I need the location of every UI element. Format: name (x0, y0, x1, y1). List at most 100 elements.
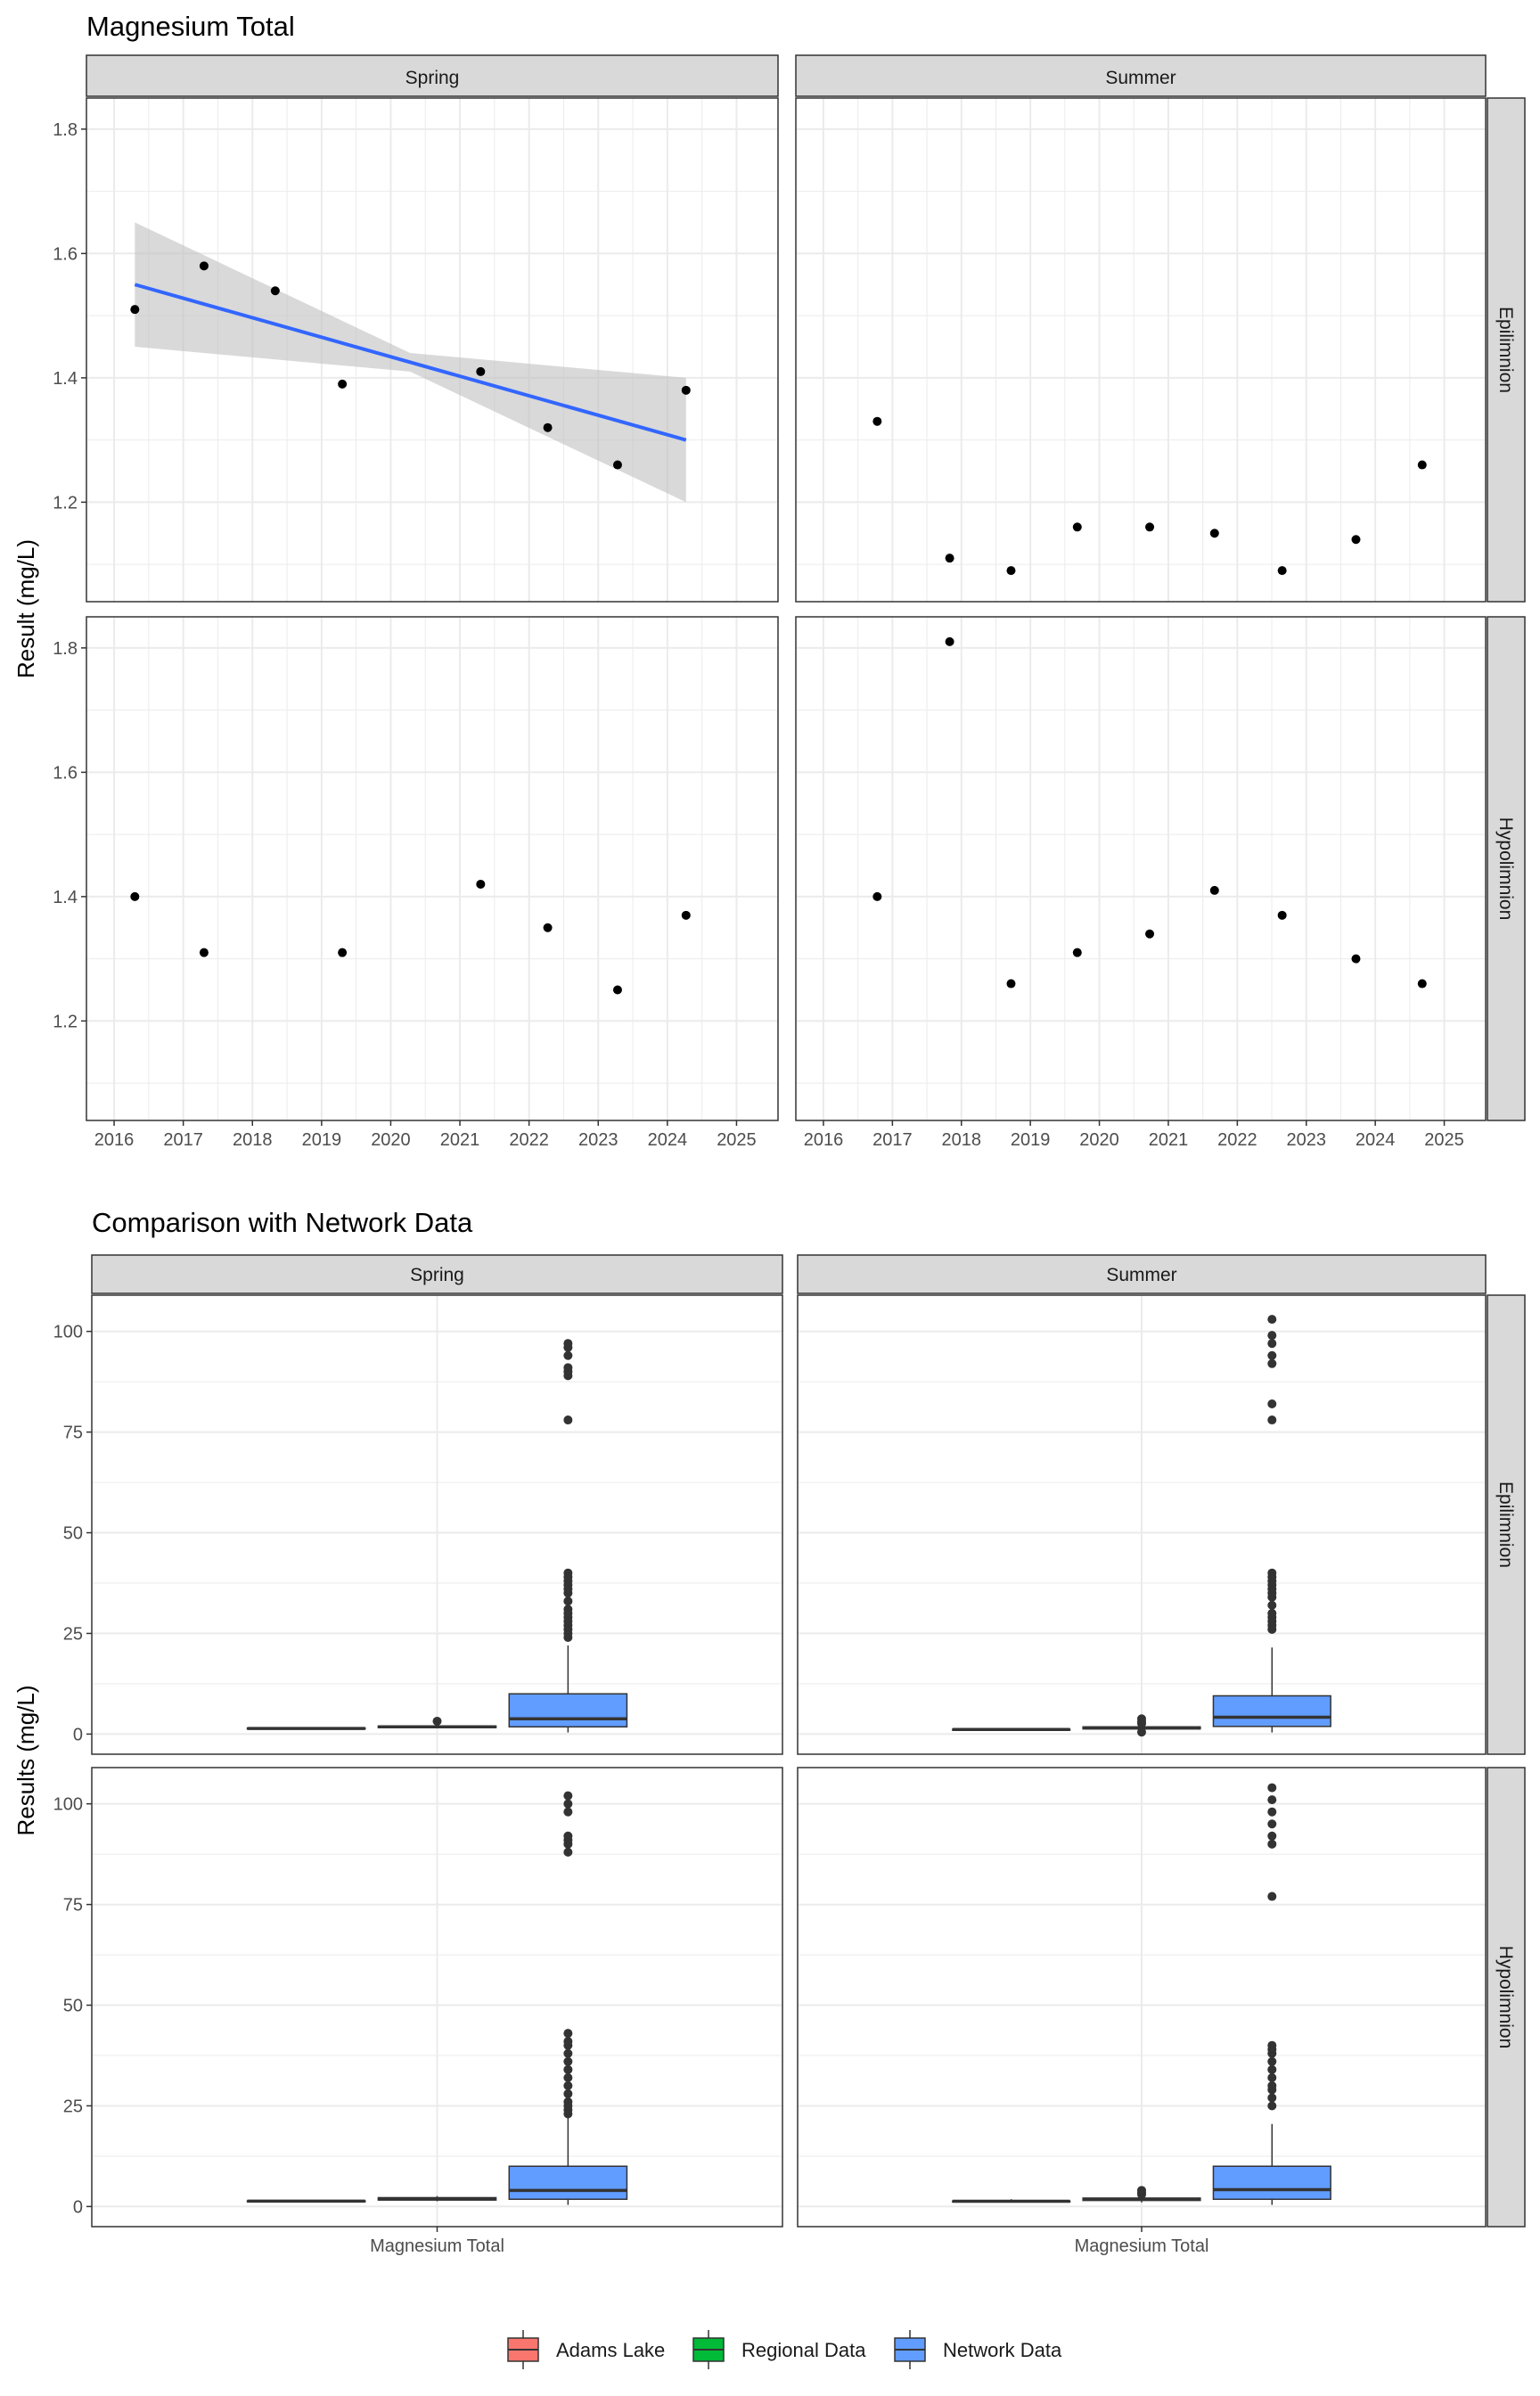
chart2-outlier-point (563, 1568, 573, 1578)
chart1-y-tick-label: 1.6 (53, 763, 78, 783)
chart2-outlier-point (1267, 1568, 1277, 1578)
chart1-data-point (1145, 522, 1155, 532)
chart1-x-tick-label: 2024 (648, 1130, 688, 1150)
chart2-outlier-point (563, 1807, 573, 1817)
chart2-row-strip (1487, 1767, 1526, 2228)
chart2-outlier-point (1267, 1415, 1277, 1425)
chart2-y-axis-label: Results (mg/L) (12, 1685, 39, 1835)
chart1-data-point (1209, 529, 1219, 538)
chart2-col-strip (797, 1254, 1487, 1294)
chart2-outlier-point (1137, 2186, 1146, 2195)
chart1-col-strip (795, 54, 1487, 97)
chart1-panel-border (795, 616, 1487, 1121)
chart2-outlier-point (1137, 1714, 1146, 1724)
chart1-data-point (1072, 522, 1082, 532)
chart2-y-tick-label: 100 (53, 1795, 83, 1815)
chart1-y-tick-label: 1.4 (53, 888, 78, 907)
chart2-outlier-point (563, 2064, 573, 2074)
chart1-trend-line (134, 283, 687, 442)
chart1-panel-bg (86, 617, 778, 1120)
chart1-x-tick-label: 2022 (1217, 1130, 1257, 1150)
chart1-data-point (270, 286, 280, 296)
chart2-x-tick-label: Magnesium Total (1075, 2236, 1209, 2256)
chart1-x-tick-label: 2022 (509, 1130, 549, 1150)
chart2-outlier-point (563, 1363, 573, 1373)
chart2-title: Comparison with Network Data (92, 1207, 473, 1238)
chart1-y-tick-label: 1.4 (53, 369, 78, 389)
chart2-outlier-point (1267, 1783, 1277, 1793)
chart2-outlier-point (1267, 1795, 1277, 1805)
chart1-row-strip-label: Hypolimnion (1495, 817, 1516, 921)
chart1-x-tick-label: 2020 (1079, 1130, 1119, 1150)
chart1-x-tick-label: 2018 (233, 1130, 273, 1150)
chart1-data-point (1277, 566, 1287, 576)
chart2-y-tick-label: 50 (63, 1997, 83, 2016)
chart1-col-strip-label: Spring (405, 68, 460, 88)
chart1-x-tick-label: 2017 (163, 1130, 203, 1150)
chart2-y-tick-label: 75 (63, 1424, 83, 1443)
legend-label: Regional Data (741, 2339, 866, 2361)
chart1-row-strip-label: Epilimnion (1495, 307, 1516, 393)
chart1-data-point (612, 985, 622, 995)
chart1-y-axis-label: Result (mg/L) (12, 539, 39, 678)
chart2-outlier-point (563, 2088, 573, 2098)
chart2-row-strip (1487, 1294, 1526, 1755)
chart2-outlier-point (1267, 1315, 1277, 1325)
chart2-row-strip-label: Epilimnion (1495, 1481, 1516, 1568)
chart2-outlier-point (1267, 1839, 1277, 1849)
chart1-data-point (476, 366, 486, 376)
chart1-x-tick-label: 2025 (717, 1130, 757, 1150)
chart1-col-strip (86, 54, 779, 97)
chart1-data-point (1417, 979, 1427, 989)
chart1-data-point (543, 423, 553, 432)
legend-label: Adams Lake (556, 2339, 665, 2361)
chart1-panel-bg (796, 98, 1486, 602)
chart1-title: Magnesium Total (86, 11, 295, 42)
chart2-y-tick-label: 0 (73, 2197, 83, 2217)
chart2-outlier-point (1267, 1807, 1277, 1817)
chart2-outlier-point (1267, 2040, 1277, 2050)
chart1-data-point (199, 261, 209, 271)
chart1-x-tick-label: 2024 (1356, 1130, 1396, 1150)
chart1-data-point (1277, 910, 1287, 920)
chart2-outlier-point (1267, 1358, 1277, 1368)
chart1-data-point (1351, 535, 1361, 545)
chart2-outlier-point (1267, 2093, 1277, 2103)
chart1-data-point (1006, 566, 1016, 576)
chart2-outlier-point (1267, 1608, 1277, 1618)
chart2-outlier-point (563, 1791, 573, 1801)
chart1-data-point (1072, 948, 1082, 957)
chart2-y-tick-label: 50 (63, 1524, 83, 1544)
chart2-row-strip-label: Hypolimnion (1495, 1946, 1516, 2049)
chart1-y-tick-label: 1.2 (53, 1012, 78, 1031)
chart2-outlier-point (563, 1604, 573, 1614)
chart2-x-tick-label: Magnesium Total (370, 2236, 504, 2256)
chart1-data-point (476, 879, 486, 889)
chart2-panel-border (797, 1294, 1487, 1755)
chart1-row-strip (1487, 97, 1526, 603)
chart2-outlier-point (563, 2056, 573, 2066)
chart2-outlier-point (1267, 1399, 1277, 1408)
chart1-panel-border (86, 616, 779, 1121)
chart1-x-tick-label: 2021 (1149, 1130, 1189, 1150)
chart2-outlier-point (1267, 2080, 1277, 2090)
chart1-x-tick-label: 2023 (578, 1130, 618, 1150)
chart2-outlier-point (1267, 2056, 1277, 2066)
chart1-data-point (872, 891, 882, 901)
chart2-outlier-point (1267, 1600, 1277, 1610)
chart1-data-point (338, 379, 348, 389)
chart2-outlier-point (563, 2072, 573, 2082)
chart2-outlier-point (563, 1799, 573, 1809)
chart1-data-point (945, 636, 954, 646)
chart1-row-strip (1487, 616, 1526, 1121)
chart2-box-network-data (1212, 1694, 1331, 1727)
chart1-data-point (681, 385, 691, 395)
chart1-x-tick-label: 2016 (804, 1130, 844, 1150)
chart1-x-tick-label: 2016 (94, 1130, 135, 1150)
chart1-y-tick-label: 1.6 (53, 244, 78, 264)
chart1-y-tick-label: 1.2 (53, 493, 78, 513)
chart1-x-tick-label: 2025 (1424, 1130, 1464, 1150)
chart2-box-network-data (508, 1693, 628, 1728)
chart1-panel-border (795, 97, 1487, 603)
